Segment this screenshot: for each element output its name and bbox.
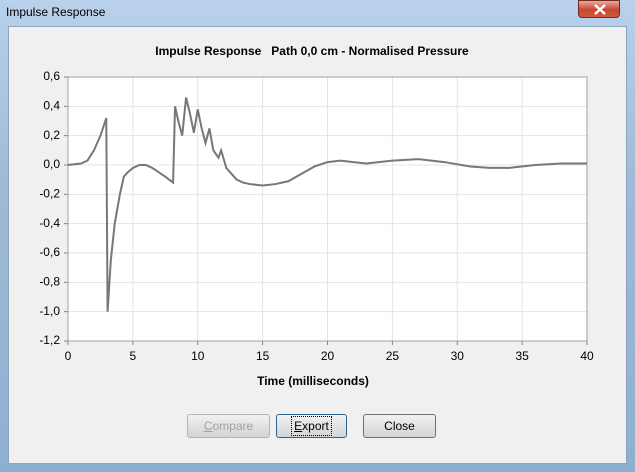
data-line [67,97,587,312]
y-tick-label: -0,8 [39,275,60,289]
x-tick-label: 30 [451,349,465,363]
x-tick-label: 15 [256,349,270,363]
window-title: Impulse Response [6,5,106,19]
y-tick-label: 0,0 [43,157,60,171]
plot-border [67,76,588,342]
chart-title: Impulse Response Path 0,0 cm - Normalise… [155,44,469,58]
export-button[interactable]: Export [276,414,347,438]
x-axis-label: Time (milliseconds) [257,374,369,388]
y-tick-label: -1,2 [39,333,60,347]
y-tick-label: 0,6 [43,69,60,83]
button-label: Export [291,416,332,436]
x-tick-label: 0 [65,349,72,363]
y-tick-label: 0,2 [43,128,60,142]
button-label: Close [384,419,415,433]
y-tick-label: -0,6 [39,245,60,259]
button-label: Compare [203,419,254,433]
x-tick-label: 25 [386,349,400,363]
x-tick-label: 40 [580,349,594,363]
y-tick-label: -0,4 [39,216,60,230]
close-button[interactable]: Close [363,414,436,438]
compare-button: Compare [187,414,270,438]
x-tick-label: 5 [130,349,137,363]
close-icon [594,4,606,15]
y-tick-label: -1,0 [39,304,60,318]
x-tick-label: 20 [321,349,335,363]
y-tick-label: 0,4 [43,99,60,113]
x-tick-label: 35 [515,349,529,363]
x-tick-label: 10 [191,349,205,363]
y-tick-label: -0,2 [39,187,60,201]
close-window-button[interactable] [578,0,620,18]
